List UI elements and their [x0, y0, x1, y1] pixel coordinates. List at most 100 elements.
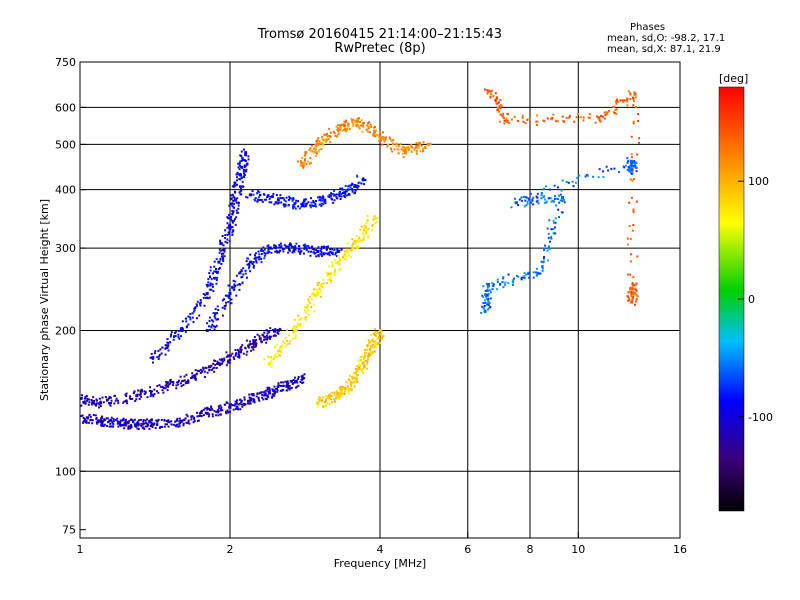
data-point: [239, 284, 241, 286]
data-point: [177, 384, 179, 386]
data-point: [111, 400, 113, 402]
data-point: [231, 231, 233, 233]
data-point: [216, 325, 218, 327]
data-point: [93, 414, 95, 416]
data-point: [253, 265, 255, 267]
data-point: [254, 340, 256, 342]
data-point: [257, 190, 259, 192]
data-point: [184, 376, 186, 378]
y-tick-label: 75: [62, 524, 76, 537]
data-point: [151, 353, 153, 355]
data-point: [256, 396, 258, 398]
data-point: [578, 175, 580, 177]
data-point: [247, 400, 249, 402]
data-point: [350, 187, 352, 189]
data-point: [161, 389, 163, 391]
data-point: [185, 320, 187, 322]
data-point: [263, 392, 265, 394]
data-point: [327, 403, 329, 405]
data-point: [330, 282, 332, 284]
data-point: [173, 339, 175, 341]
data-point: [293, 206, 295, 208]
data-point: [366, 368, 368, 370]
data-point: [356, 185, 358, 187]
data-point: [331, 262, 333, 264]
data-point: [637, 113, 639, 115]
data-point: [325, 405, 327, 407]
data-point: [327, 272, 329, 274]
data-point: [496, 96, 498, 98]
data-point: [261, 397, 263, 399]
data-point: [344, 250, 346, 252]
data-point: [227, 285, 229, 287]
data-point: [220, 407, 222, 409]
data-point: [112, 423, 114, 425]
data-point: [370, 334, 372, 336]
data-point: [322, 279, 324, 281]
data-point: [336, 135, 338, 137]
data-point: [217, 362, 220, 365]
data-point: [341, 249, 343, 251]
data-point: [159, 348, 161, 350]
data-point: [267, 336, 269, 338]
data-point: [273, 203, 275, 205]
data-point: [561, 190, 563, 192]
data-point: [372, 219, 374, 221]
data-point: [247, 155, 249, 157]
data-point: [345, 185, 347, 187]
data-point: [541, 192, 543, 194]
data-point: [213, 266, 215, 268]
data-point: [231, 286, 233, 288]
data-point: [519, 199, 521, 201]
data-point: [219, 258, 221, 260]
data-point: [502, 281, 504, 283]
data-point: [229, 216, 231, 218]
data-point: [111, 417, 113, 419]
data-point: [249, 399, 252, 402]
data-point: [199, 414, 201, 416]
data-point: [225, 304, 227, 306]
data-point: [132, 421, 134, 423]
data-point: [220, 414, 222, 416]
data-point: [350, 250, 352, 252]
data-point: [270, 360, 272, 362]
data-point: [402, 153, 404, 155]
data-point: [569, 115, 571, 117]
data-point: [227, 411, 229, 413]
data-point: [348, 254, 350, 256]
data-point: [254, 254, 256, 256]
data-point: [230, 218, 232, 220]
data-point: [542, 270, 544, 272]
data-point: [606, 166, 608, 168]
data-point: [562, 116, 564, 118]
data-point: [99, 420, 102, 423]
data-point: [91, 402, 93, 404]
data-point: [190, 377, 192, 379]
data-point: [86, 400, 88, 402]
data-point: [310, 251, 312, 253]
data-point: [495, 92, 497, 94]
data-point: [532, 197, 534, 199]
data-point: [328, 138, 330, 140]
data-point: [237, 172, 239, 174]
data-point: [299, 251, 301, 253]
data-point: [366, 363, 368, 365]
data-point: [316, 289, 318, 291]
data-point: [316, 292, 319, 295]
data-point: [308, 251, 310, 253]
data-point: [268, 331, 270, 333]
data-point: [536, 272, 539, 275]
data-point: [385, 139, 387, 141]
data-point: [499, 121, 501, 123]
data-point: [336, 248, 338, 250]
data-point: [233, 210, 235, 212]
data-point: [392, 139, 394, 141]
data-point: [292, 338, 294, 340]
data-point: [343, 125, 345, 127]
data-point: [170, 381, 172, 383]
data-point: [222, 315, 224, 317]
data-point: [550, 201, 552, 203]
data-point: [268, 201, 270, 203]
data-point: [533, 271, 535, 273]
data-point: [317, 151, 319, 153]
